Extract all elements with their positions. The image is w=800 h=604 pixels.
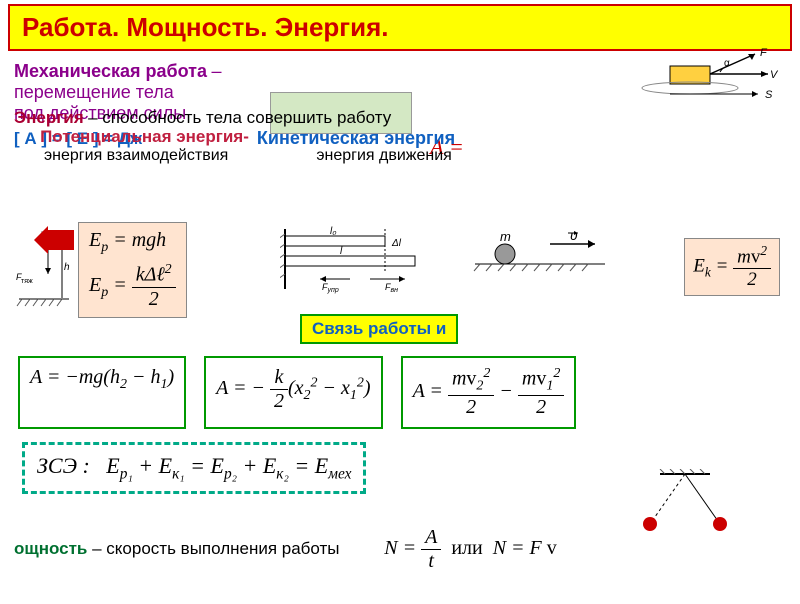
work-gravity-formula: A = −mg(h2 − h1) bbox=[18, 356, 186, 429]
power-section: ощность – скорость выполнения работы N =… bbox=[0, 524, 800, 575]
ep-formula-box: Ep = mgh Ep = kΔℓ22 bbox=[78, 222, 187, 318]
svg-text:тяж: тяж bbox=[21, 278, 33, 285]
svg-text:Fупр: Fупр bbox=[322, 282, 339, 294]
energy-sub-row: энергия взаимодействия энергия движения bbox=[0, 145, 800, 167]
work-formulas-row: A = −mg(h2 − h1) A = − k2(x22 − x12) A =… bbox=[12, 352, 582, 433]
power-formula: N = At или N = F v bbox=[384, 537, 557, 559]
ep-mgh-formula: Ep = mgh bbox=[89, 229, 176, 256]
link-work-energy-bar: Связь работы и bbox=[300, 314, 458, 344]
svg-text:F: F bbox=[760, 47, 768, 59]
conservation-law: ЗСЭ : Ep₁ + Eк₁ = Ep₂ + Eк₂ = Eмех bbox=[22, 442, 366, 494]
svg-text:Fвн: Fвн bbox=[385, 282, 398, 294]
svg-text:l: l bbox=[340, 246, 343, 257]
spring-diagram: l₀ l Δl Fупр Fвн bbox=[280, 224, 440, 294]
page-title: Работа. Мощность. Энергия. bbox=[22, 12, 389, 42]
work-spring-formula: A = − k2(x22 − x12) bbox=[204, 356, 382, 429]
kinetic-sub: энергия движения bbox=[316, 147, 452, 165]
energy-def: – способность тела совершить работу bbox=[88, 108, 391, 127]
ek-formula: Ek = mv22 bbox=[684, 238, 780, 296]
title-bar: Работа. Мощность. Энергия. bbox=[8, 4, 792, 51]
ep-spring-formula: Ep = kΔℓ22 bbox=[89, 262, 176, 311]
ep-formula-group: Ep = mgh Ep = kΔℓ22 bbox=[78, 222, 187, 318]
work-kinetic-formula: A = mv222 − mv122 bbox=[401, 356, 577, 429]
energy-label: Энергия bbox=[14, 108, 84, 127]
svg-text:h: h bbox=[64, 262, 70, 273]
power-def: – скорость выполнения работы bbox=[92, 539, 339, 558]
svg-text:l₀: l₀ bbox=[330, 226, 336, 237]
ball-motion-diagram: m υ bbox=[470, 229, 610, 279]
svg-text:m: m bbox=[500, 229, 511, 244]
svg-text:Δl: Δl bbox=[391, 238, 402, 249]
ek-formula-box: Ek = mv22 bbox=[684, 238, 780, 296]
potential-sub: энергия взаимодействия bbox=[44, 147, 228, 165]
potential-label: Потенциальная энергия- bbox=[40, 127, 249, 147]
mech-work-label: Механическая работа bbox=[14, 61, 207, 81]
power-label: ощность bbox=[14, 539, 87, 558]
